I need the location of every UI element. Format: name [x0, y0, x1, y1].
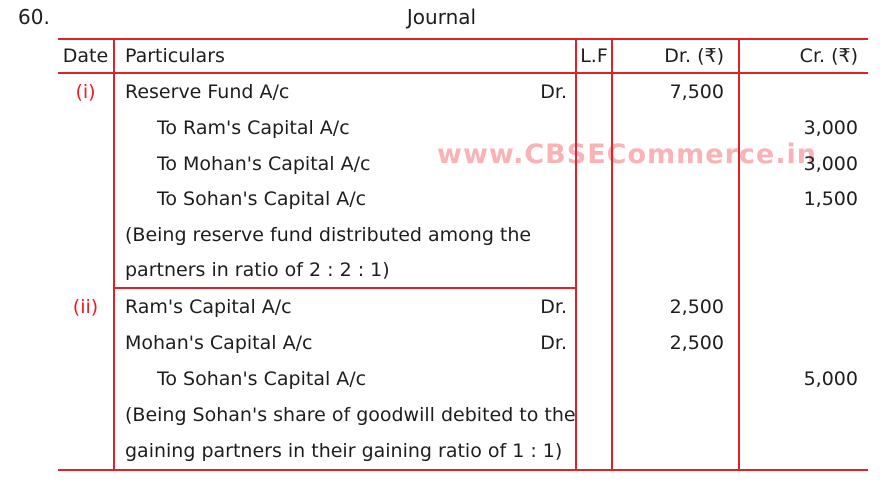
table-row: (Being Sohan's share of goodwill debited…	[58, 397, 868, 433]
dr-amount	[613, 145, 740, 182]
lf-cell	[577, 325, 613, 361]
narration-line: gaining partners in their gaining ratio …	[125, 440, 563, 462]
account-name: Ram's Capital A/c	[125, 296, 292, 318]
date-cell	[58, 397, 115, 433]
table-row: (Being reserve fund distributed among th…	[58, 217, 868, 254]
dr-amount: 7,500	[613, 74, 740, 110]
dr-amount: 2,500	[613, 325, 740, 361]
date-cell	[58, 109, 115, 146]
dr-amount	[613, 217, 740, 254]
page-title: Journal	[406, 5, 477, 29]
table-row: To Sohan's Capital A/c 1,500	[58, 181, 868, 218]
table-row: (i) Reserve Fund A/c Dr. 7,500	[58, 74, 868, 110]
header-date: Date	[58, 40, 115, 72]
dr-amount	[613, 109, 740, 146]
account-name: Reserve Fund A/c	[125, 80, 290, 103]
journal-table: Date Particulars L.F Dr. (₹) Cr. (₹) (i)…	[58, 38, 868, 471]
cr-amount	[740, 253, 868, 289]
table-row: To Mohan's Capital A/c 3,000	[58, 145, 868, 182]
cr-amount: 5,000	[803, 368, 858, 390]
entry-1-date-label: (i)	[75, 80, 96, 103]
narration-line: (Being reserve fund distributed among th…	[125, 224, 532, 247]
date-cell	[58, 325, 115, 361]
cr-amount: 3,000	[803, 152, 858, 175]
header-lf: L.F	[577, 40, 613, 72]
account-name: Mohan's Capital A/c	[125, 332, 313, 354]
cr-amount	[740, 289, 868, 325]
lf-cell	[577, 109, 613, 146]
header-particulars: Particulars	[115, 40, 577, 72]
dr-amount	[613, 433, 740, 469]
journal-entry-1: (i) Reserve Fund A/c Dr. 7,500 To Ram's …	[58, 74, 868, 289]
lf-cell	[577, 74, 613, 110]
narration-line: (Being Sohan's share of goodwill debited…	[125, 404, 576, 426]
dr-suffix: Dr.	[540, 80, 567, 103]
table-row: To Sohan's Capital A/c 5,000	[58, 361, 868, 397]
table-row: gaining partners in their gaining ratio …	[58, 433, 868, 469]
account-name: To Ram's Capital A/c	[157, 116, 350, 139]
cr-amount	[740, 74, 868, 110]
lf-cell	[577, 361, 613, 397]
cr-amount	[740, 217, 868, 253]
date-cell	[58, 253, 115, 289]
entry-2-date-label: (ii)	[72, 296, 99, 318]
cr-amount	[740, 325, 868, 361]
account-name: To Sohan's Capital A/c	[157, 368, 367, 390]
lf-cell	[577, 253, 613, 289]
dr-suffix: Dr.	[540, 332, 567, 354]
header-cr: Cr. (₹)	[799, 45, 858, 67]
date-cell	[58, 181, 115, 218]
dr-amount	[613, 253, 740, 289]
cr-amount	[740, 433, 868, 469]
header-dr: Dr. (₹)	[613, 40, 740, 72]
date-cell	[58, 145, 115, 182]
lf-cell	[577, 145, 613, 182]
dr-amount	[613, 181, 740, 218]
narration-line: partners in ratio of 2 : 2 : 1)	[125, 259, 390, 282]
question-number: 60.	[18, 5, 50, 29]
lf-cell	[577, 289, 613, 325]
journal-entry-2: (ii) Ram's Capital A/c Dr. 2,500 Mohan's…	[58, 289, 868, 469]
watermark-text: www.CBSECommerce.in	[437, 139, 817, 170]
date-cell	[58, 433, 115, 469]
date-cell	[58, 361, 115, 397]
lf-cell	[577, 433, 613, 469]
dr-suffix: Dr.	[540, 296, 567, 318]
dr-amount	[613, 397, 740, 433]
dr-amount	[613, 361, 740, 397]
lf-cell	[577, 397, 613, 433]
date-cell	[58, 217, 115, 254]
table-row: (ii) Ram's Capital A/c Dr. 2,500	[58, 289, 868, 325]
table-row: To Ram's Capital A/c 3,000	[58, 109, 868, 146]
lf-cell	[577, 181, 613, 218]
table-header-row: Date Particulars L.F Dr. (₹) Cr. (₹)	[58, 40, 868, 74]
account-name: To Mohan's Capital A/c	[157, 152, 371, 175]
dr-amount: 2,500	[613, 289, 740, 325]
table-row: Mohan's Capital A/c Dr. 2,500	[58, 325, 868, 361]
account-name: To Sohan's Capital A/c	[157, 188, 367, 211]
table-row: partners in ratio of 2 : 2 : 1)	[58, 253, 868, 289]
cr-amount: 1,500	[803, 188, 858, 211]
lf-cell	[577, 217, 613, 254]
cr-amount: 3,000	[803, 116, 858, 139]
cr-amount	[740, 397, 868, 433]
